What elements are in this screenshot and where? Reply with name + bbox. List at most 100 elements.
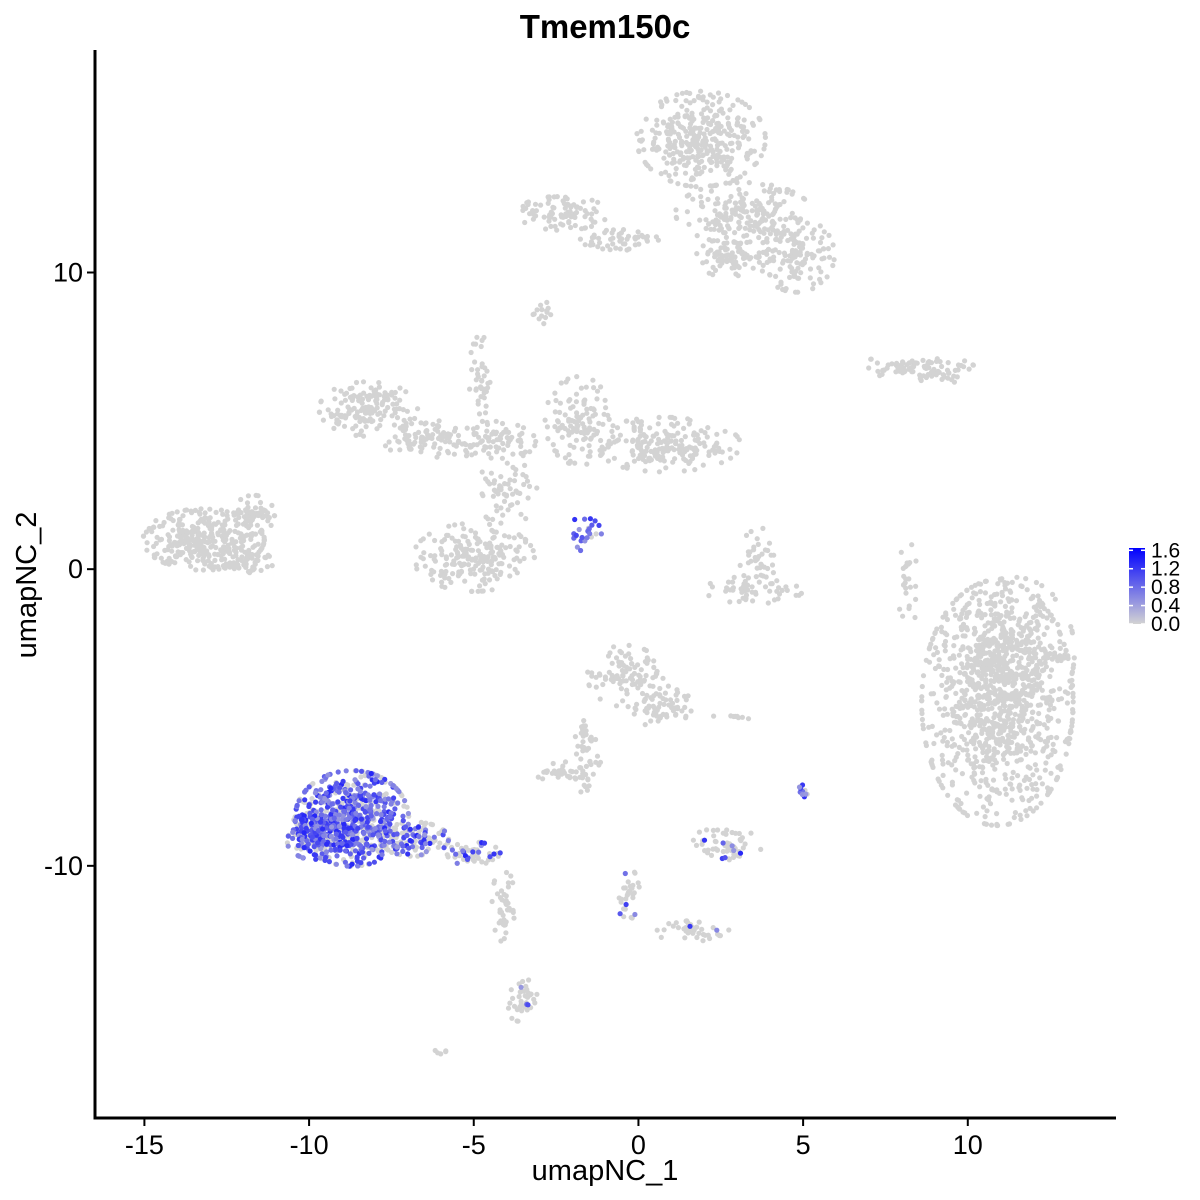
data-point [482, 581, 488, 587]
data-point [950, 653, 957, 659]
data-point [919, 683, 925, 690]
data-point [999, 673, 1005, 679]
data-point [675, 114, 681, 120]
data-point [227, 560, 233, 566]
data-point [694, 233, 700, 239]
data-point [736, 219, 742, 225]
data-point [770, 222, 776, 228]
data-point [1034, 681, 1040, 688]
data-point [1069, 628, 1075, 634]
data-point [803, 791, 809, 797]
data-point [412, 439, 418, 445]
data-point [691, 98, 697, 104]
data-point [213, 509, 219, 515]
data-point [698, 111, 705, 117]
data-point [442, 584, 448, 590]
data-point [209, 526, 215, 533]
data-point [965, 663, 971, 669]
data-point [523, 516, 529, 522]
data-point [252, 561, 258, 567]
data-point [507, 486, 513, 492]
data-point [558, 380, 564, 386]
data-point [243, 558, 249, 564]
data-point [980, 645, 986, 651]
data-point [759, 551, 765, 557]
data-point [700, 931, 707, 938]
data-point [335, 769, 341, 775]
data-point [999, 723, 1005, 729]
data-point [737, 562, 743, 569]
data-point [751, 148, 758, 154]
data-point [511, 478, 518, 484]
data-point [1057, 653, 1063, 659]
data-point [964, 687, 970, 693]
data-point [678, 140, 685, 146]
data-point [702, 430, 708, 436]
data-point [1003, 613, 1010, 619]
data-point [1031, 639, 1037, 645]
data-point [371, 859, 377, 865]
data-point [956, 699, 963, 705]
data-point [925, 371, 931, 378]
data-point [726, 225, 732, 231]
data-point [372, 777, 378, 783]
data-point [312, 790, 318, 796]
data-point [695, 93, 702, 99]
data-point [212, 557, 218, 564]
data-point [700, 204, 706, 210]
data-point [562, 455, 569, 461]
data-point [391, 422, 397, 428]
data-point [1026, 626, 1033, 632]
data-point [664, 129, 670, 135]
data-point [790, 255, 796, 261]
data-point [988, 662, 994, 668]
data-point [777, 266, 783, 272]
data-point [685, 416, 691, 422]
data-point [638, 667, 644, 673]
data-point [985, 628, 992, 634]
data-point [953, 597, 959, 603]
data-point [969, 774, 975, 780]
data-point [700, 938, 706, 944]
data-point [1039, 781, 1045, 787]
data-point [698, 199, 705, 205]
data-point [507, 477, 513, 483]
data-point [501, 447, 507, 453]
data-point [538, 302, 544, 308]
data-point [527, 992, 533, 998]
data-point [1016, 631, 1022, 637]
data-point [1010, 717, 1017, 723]
data-point [1015, 646, 1021, 652]
data-point [573, 391, 580, 397]
data-point [926, 659, 933, 665]
data-point [714, 847, 721, 853]
data-point [581, 400, 587, 406]
data-point [481, 334, 487, 341]
data-point [1007, 724, 1013, 730]
data-point [1009, 647, 1015, 653]
data-point [779, 587, 785, 594]
data-point [620, 698, 626, 704]
data-point [1071, 655, 1077, 661]
data-point [742, 170, 748, 176]
data-point [397, 447, 403, 453]
data-point [426, 531, 432, 537]
data-point [487, 540, 493, 546]
data-point [403, 435, 410, 441]
data-point [968, 681, 974, 687]
data-point [674, 149, 681, 155]
data-point [335, 407, 341, 413]
data-point [727, 140, 734, 147]
data-point [705, 932, 711, 938]
data-point [140, 533, 147, 539]
data-point [1020, 797, 1026, 803]
data-point [568, 768, 574, 774]
data-point [778, 281, 784, 287]
data-point [949, 762, 955, 768]
data-point [731, 239, 737, 245]
data-point [387, 814, 393, 820]
data-point [653, 448, 659, 454]
data-point [242, 519, 248, 525]
data-point [660, 711, 666, 718]
data-point [989, 690, 995, 696]
